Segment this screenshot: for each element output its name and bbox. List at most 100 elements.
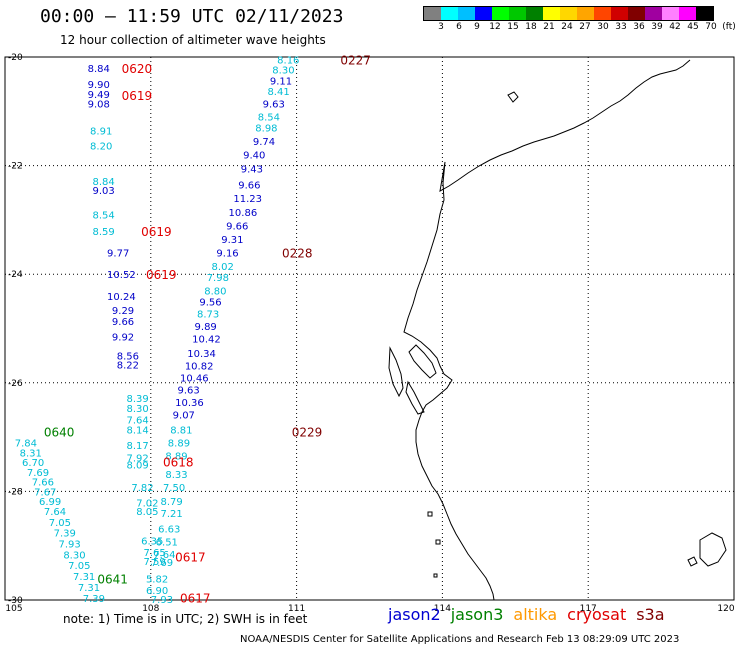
wave-height-label: 8.89 — [168, 439, 190, 450]
wave-height-label: 8.20 — [90, 142, 112, 153]
pass-time-label: 0229 — [292, 426, 323, 440]
legend-label: 15 — [507, 22, 519, 32]
satellite-legend-item: jason3 — [450, 605, 504, 624]
wave-height-label: 9.31 — [221, 235, 243, 246]
wave-height-label: 10.24 — [107, 292, 136, 303]
latitude-label: -30 — [8, 596, 23, 606]
wave-height-label: 7.05 — [49, 518, 71, 529]
wave-height-label: 8.81 — [170, 425, 192, 436]
legend-swatch — [679, 7, 696, 20]
satellite-legend-item: altika — [513, 605, 558, 624]
wave-height-label: 6.63 — [158, 524, 180, 535]
pass-time-label: 0640 — [44, 426, 75, 440]
legend-label: 3 — [438, 22, 444, 32]
pass-time-label: 0619 — [122, 89, 153, 103]
wave-height-label: 7.66 — [32, 478, 54, 489]
legend-label: 70 — [705, 22, 717, 32]
wave-height-label: 9.89 — [195, 322, 217, 333]
wave-height-label: 7.67 — [34, 487, 56, 498]
legend-label: 18 — [525, 22, 537, 32]
wave-height-label: 8.22 — [117, 360, 139, 371]
latitude-label: -26 — [8, 379, 23, 389]
map-frame — [4, 56, 735, 601]
wave-height-label: 9.11 — [270, 76, 292, 87]
wave-height-label: 7.69 — [151, 558, 173, 569]
wave-height-label: 10.82 — [185, 361, 214, 372]
wave-height-label: 6.90 — [146, 586, 168, 597]
legend-label: (ft) — [722, 22, 736, 32]
footer-credit: NOAA/NESDIS Center for Satellite Applica… — [240, 634, 680, 645]
wave-height-label: 6.51 — [156, 537, 178, 548]
page-subtitle: 12 hour collection of altimeter wave hei… — [60, 33, 326, 47]
wave-height-label: 9.77 — [107, 248, 129, 259]
wave-height-label: 9.63 — [263, 100, 285, 111]
legend-label: 27 — [579, 22, 591, 32]
wave-height-labels: 8.849.909.499.088.918.208.849.038.548.59… — [15, 56, 300, 606]
legend-swatch — [424, 7, 441, 20]
longitude-label: 120 — [717, 604, 734, 614]
wave-height-label: 7.39 — [54, 529, 76, 540]
wave-height-label: 10.86 — [229, 208, 258, 219]
longitude-label: 117 — [580, 604, 597, 614]
satellite-legend-item: cryosat — [567, 605, 627, 624]
legend-label: 39 — [651, 22, 663, 32]
pass-time-label: 0618 — [163, 456, 194, 470]
wave-height-label: 8.84 — [92, 177, 114, 188]
wave-height-label: 9.03 — [92, 186, 114, 197]
wave-height-label: 9.66 — [226, 221, 248, 232]
wave-height-label: 9.66 — [238, 181, 260, 192]
wave-height-label: 10.42 — [192, 334, 221, 345]
longitude-label: 114 — [434, 604, 451, 614]
legend-label: 30 — [597, 22, 609, 32]
wave-height-label: 8.30 — [127, 404, 149, 415]
wave-height-label: 9.43 — [241, 164, 263, 175]
wave-height-label: 10.52 — [107, 270, 136, 281]
wave-height-label: 7.05 — [68, 561, 90, 572]
latitude-label: -22 — [8, 162, 23, 172]
wave-height-label: 10.36 — [175, 398, 204, 409]
legend-swatch — [696, 7, 713, 20]
latitude-label: -20 — [8, 53, 23, 63]
wave-height-label: 6.70 — [22, 458, 44, 469]
australia-west-coastline — [403, 59, 691, 601]
legend-label: 24 — [561, 22, 573, 32]
wave-height-label: 9.49 — [88, 90, 110, 101]
wave-height-label: 7.92 — [127, 454, 149, 465]
longitude-label: 111 — [288, 604, 305, 614]
legend-swatch — [645, 7, 662, 20]
wave-height-label: 6.99 — [39, 497, 61, 508]
wave-height-label: 7.84 — [15, 439, 37, 450]
wave-height-label: 8.41 — [267, 87, 289, 98]
legend-label: 9 — [474, 22, 480, 32]
wave-height-label: 9.29 — [112, 306, 134, 317]
wave-height-label: 8.79 — [161, 497, 183, 508]
wave-height-label: 9.90 — [88, 80, 110, 91]
dirk-hartog-island — [388, 346, 404, 398]
wave-height-label: 8.80 — [204, 286, 226, 297]
wave-height-label: 7.31 — [73, 572, 95, 583]
wave-height-label: 9.63 — [178, 385, 200, 396]
wave-height-label: 8.89 — [165, 452, 187, 463]
page-title: 00:00 — 11:59 UTC 02/11/2023 — [40, 6, 344, 27]
wave-height-label: 9.07 — [173, 410, 195, 421]
legend-swatch — [543, 7, 560, 20]
legend-swatch — [662, 7, 679, 20]
wave-height-label: 8.39 — [127, 394, 149, 405]
wave-height-label: 7.93 — [151, 595, 173, 606]
legend-label: 42 — [669, 22, 681, 32]
wave-height-label: 7.50 — [163, 483, 185, 494]
pass-time-label: 0620 — [122, 62, 153, 76]
wave-height-label: 7.39 — [83, 594, 105, 605]
rottnest-island — [427, 511, 433, 517]
wave-height-label: 7.98 — [207, 273, 229, 284]
wave-height-label: 8.84 — [88, 64, 110, 75]
south-coast-islands — [699, 532, 727, 567]
longitude-label: 105 — [5, 604, 22, 614]
wave-height-label: 8.30 — [63, 550, 85, 561]
wave-height-label: 8.31 — [20, 448, 42, 459]
legend-swatch — [526, 7, 543, 20]
wave-height-label: 9.56 — [199, 297, 221, 308]
wave-height-label: 8.54 — [92, 210, 114, 221]
